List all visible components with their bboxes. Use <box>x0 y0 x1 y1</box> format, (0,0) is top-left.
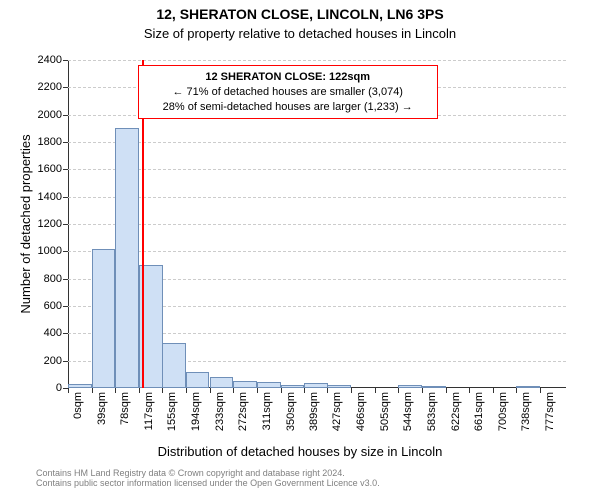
y-tick-label: 2200 <box>38 81 68 93</box>
x-tick-mark <box>446 388 447 393</box>
x-tick-label: 700sqm <box>497 388 509 431</box>
annotation-line3: 28% of semi-detached houses are larger (… <box>145 100 431 115</box>
x-tick-mark <box>351 388 352 393</box>
x-tick-mark <box>115 388 116 393</box>
x-tick-label: 466sqm <box>355 388 367 431</box>
y-tick-label: 1000 <box>38 245 68 257</box>
y-tick-label: 600 <box>44 300 68 312</box>
x-tick-label: 39sqm <box>96 388 108 425</box>
y-tick-label: 2000 <box>38 109 68 121</box>
x-tick-mark <box>210 388 211 393</box>
x-tick-mark <box>304 388 305 393</box>
x-tick-label: 544sqm <box>402 388 414 431</box>
x-tick-label: 0sqm <box>72 388 84 419</box>
x-tick-label: 427sqm <box>331 388 343 431</box>
x-tick-label: 505sqm <box>379 388 391 431</box>
x-tick-label: 194sqm <box>190 388 202 431</box>
x-tick-mark <box>257 388 258 393</box>
y-tick-label: 1400 <box>38 191 68 203</box>
y-tick-label: 1800 <box>38 136 68 148</box>
y-tick-label: 200 <box>44 355 68 367</box>
y-tick-label: 2400 <box>38 54 68 66</box>
x-tick-label: 777sqm <box>544 388 556 431</box>
histogram-bar <box>92 249 116 388</box>
y-tick-label: 1600 <box>38 163 68 175</box>
chart-container: 12, SHERATON CLOSE, LINCOLN, LN6 3PS Siz… <box>0 0 600 500</box>
histogram-bar <box>233 381 257 388</box>
x-tick-label: 661sqm <box>473 388 485 431</box>
chart-title-line1: 12, SHERATON CLOSE, LINCOLN, LN6 3PS <box>0 6 600 22</box>
x-tick-mark <box>540 388 541 393</box>
attribution-text: Contains HM Land Registry data © Crown c… <box>36 468 380 488</box>
x-tick-mark <box>68 388 69 393</box>
annotation-line2: ← 71% of detached houses are smaller (3,… <box>145 85 431 100</box>
x-tick-label: 233sqm <box>214 388 226 431</box>
x-tick-mark <box>92 388 93 393</box>
histogram-bar <box>186 372 210 388</box>
x-tick-mark <box>398 388 399 393</box>
y-tick-label: 0 <box>56 382 68 394</box>
x-tick-label: 155sqm <box>166 388 178 431</box>
x-tick-mark <box>422 388 423 393</box>
y-tick-label: 400 <box>44 327 68 339</box>
x-tick-label: 622sqm <box>450 388 462 431</box>
x-axis-label: Distribution of detached houses by size … <box>0 444 600 459</box>
x-tick-mark <box>162 388 163 393</box>
annotation-box: 12 SHERATON CLOSE: 122sqm← 71% of detach… <box>138 65 438 120</box>
y-axis-label: Number of detached properties <box>18 60 33 388</box>
x-tick-mark <box>233 388 234 393</box>
histogram-bar <box>210 377 234 388</box>
x-tick-mark <box>281 388 282 393</box>
x-tick-label: 738sqm <box>520 388 532 431</box>
histogram-bar <box>115 128 139 388</box>
x-tick-label: 272sqm <box>237 388 249 431</box>
x-tick-mark <box>186 388 187 393</box>
x-tick-label: 311sqm <box>261 388 273 430</box>
x-tick-label: 583sqm <box>426 388 438 431</box>
x-tick-label: 350sqm <box>285 388 297 431</box>
y-tick-label: 1200 <box>38 218 68 230</box>
histogram-bar <box>162 343 186 388</box>
x-tick-mark <box>493 388 494 393</box>
x-tick-label: 389sqm <box>308 388 320 431</box>
plot-area: 0200400600800100012001400160018002000220… <box>68 60 566 388</box>
y-tick-label: 800 <box>44 273 68 285</box>
x-tick-mark <box>139 388 140 393</box>
x-tick-mark <box>469 388 470 393</box>
x-tick-label: 78sqm <box>119 388 131 425</box>
x-tick-label: 117sqm <box>143 388 155 430</box>
x-tick-mark <box>375 388 376 393</box>
x-tick-mark <box>516 388 517 393</box>
chart-title-line2: Size of property relative to detached ho… <box>0 26 600 41</box>
annotation-line1: 12 SHERATON CLOSE: 122sqm <box>145 70 431 85</box>
x-tick-mark <box>327 388 328 393</box>
